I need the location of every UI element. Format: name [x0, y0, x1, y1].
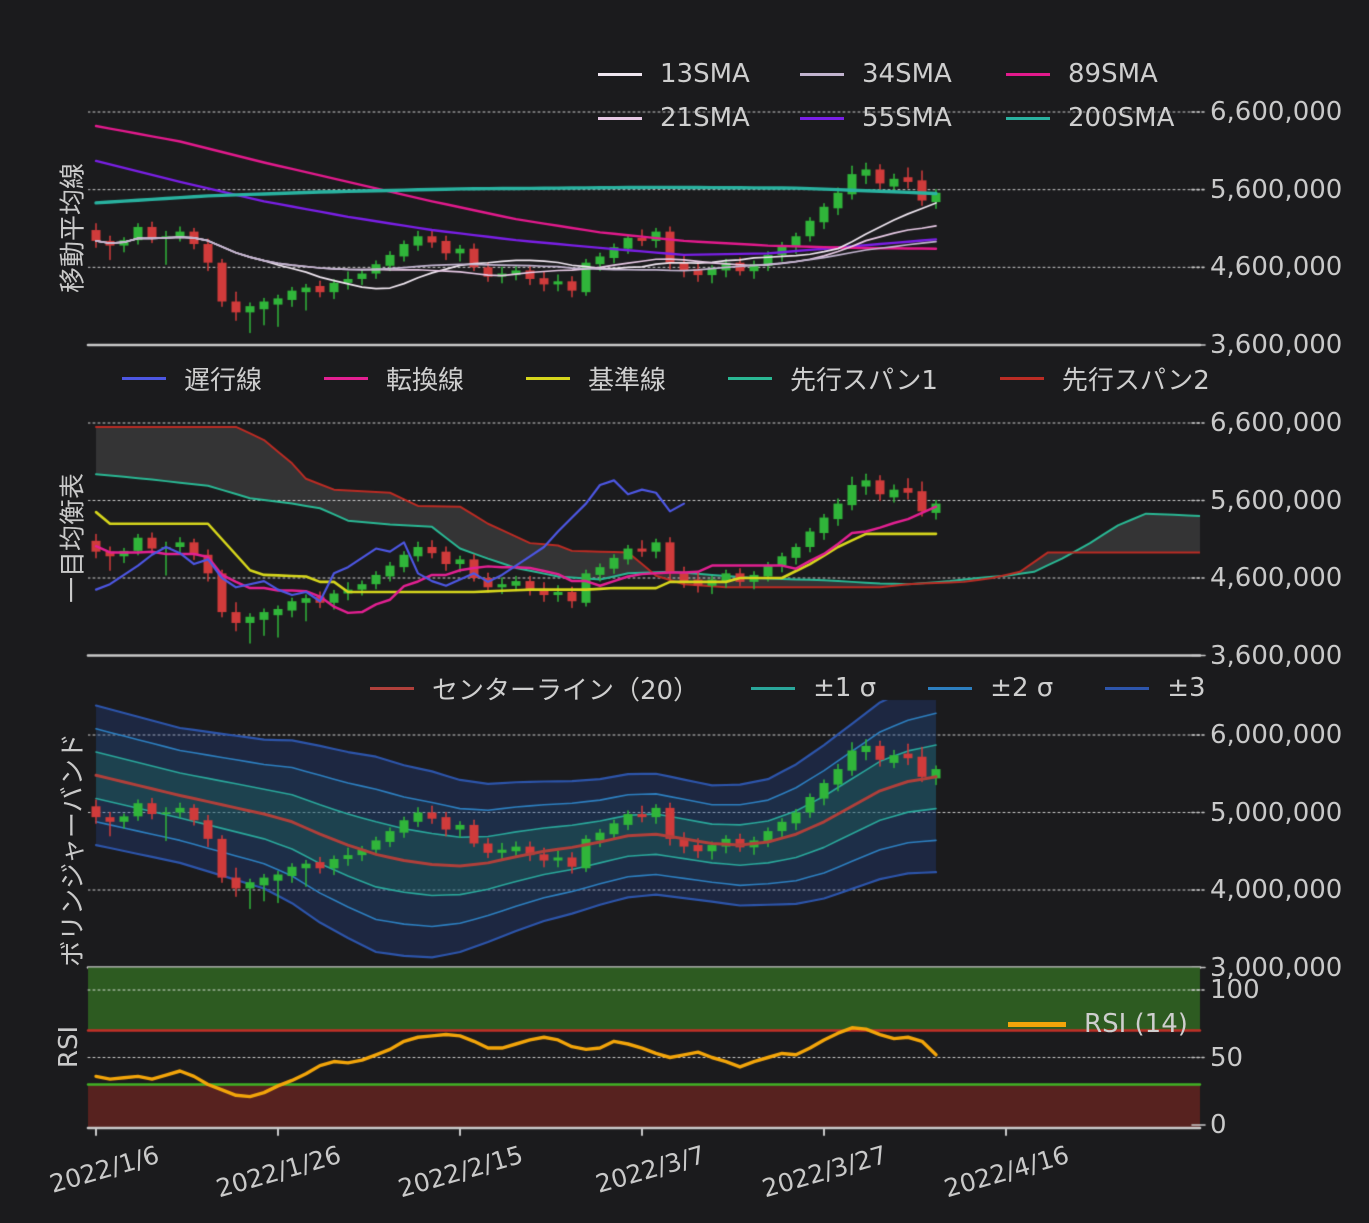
legend-bollinger: センターライン（20） ±1 σ ±2 σ ±3: [370, 670, 1206, 706]
legend-item-sma-2: 89SMA: [1006, 56, 1206, 92]
legend-label: 遅行線: [184, 365, 263, 396]
legend-ichimoku: 遅行線 転換線 基準線 先行スパン1 先行スパン2: [122, 360, 1210, 396]
y-tick-label: 3,000,000: [1210, 952, 1343, 983]
legend-item-ichimoku-2: 基準線: [526, 360, 666, 396]
legend-item-sma-5: 200SMA: [1006, 100, 1206, 136]
legend-item-bollinger-3: ±3: [1105, 670, 1206, 706]
y-tick-label: 4,600,000: [1210, 563, 1343, 593]
y-tick-label: 6,600,000: [1210, 97, 1343, 127]
y-tick-label: 100: [1210, 975, 1260, 1005]
legend-label: ±3: [1167, 673, 1206, 703]
legend-swatch-icon: [370, 686, 414, 690]
legend-item-rsi-0: RSI (14): [1008, 1006, 1188, 1042]
legend-label: 200SMA: [1068, 103, 1175, 133]
y-tick-label: 5,600,000: [1210, 485, 1343, 516]
legend-item-bollinger-1: ±1 σ: [751, 670, 876, 706]
legend-item-ichimoku-4: 先行スパン2: [999, 360, 1210, 396]
legend-label: 基準線: [588, 365, 667, 396]
legend-label: 転換線: [386, 365, 465, 396]
legend-label: ±1 σ: [813, 673, 877, 703]
legend-item-sma-0: 13SMA: [598, 56, 800, 92]
y-tick-label: 5,600,000: [1210, 174, 1343, 205]
legend-swatch-icon: [751, 686, 796, 690]
legend-label: 13SMA: [660, 59, 750, 89]
legend-item-sma-3: 21SMA: [598, 100, 800, 136]
legend-label: 先行スパン1: [790, 365, 938, 396]
y-tick-label: 4,600,000: [1210, 252, 1343, 283]
legend-swatch-icon: [800, 72, 844, 76]
y-tick-label: 50: [1210, 1042, 1244, 1073]
legend-item-ichimoku-1: 転換線: [324, 360, 464, 396]
legend-swatch-icon: [1006, 72, 1050, 76]
y-tick-label: 6,600,000: [1210, 408, 1343, 438]
y-tick-label: 5,000,000: [1210, 797, 1343, 828]
legend-label: 34SMA: [862, 59, 952, 89]
legend-item-bollinger-2: ±2 σ: [928, 670, 1053, 706]
panel-title-moving-averages: 移動平均線: [58, 162, 89, 294]
legend-label: 21SMA: [660, 103, 750, 133]
legend-swatch-icon: [999, 376, 1044, 380]
legend-label: 89SMA: [1068, 59, 1158, 89]
legend-swatch-icon: [928, 686, 973, 690]
legend-label: センターライン（20）: [432, 675, 700, 706]
panel-title-rsi: RSI: [54, 1025, 84, 1069]
legend-swatch-icon: [1006, 116, 1050, 120]
legend-swatch-icon: [598, 72, 642, 76]
legend-rsi: RSI (14): [1008, 1006, 1188, 1042]
legend-swatch-icon: [324, 376, 369, 380]
legend-swatch-icon: [1105, 686, 1150, 690]
panel-title-ichimoku: 一目均衡表: [58, 472, 89, 604]
legend-label: ±2 σ: [990, 673, 1054, 703]
y-tick-label: 3,600,000: [1210, 640, 1343, 671]
y-tick-label: 3,600,000: [1210, 330, 1343, 360]
legend-swatch-icon: [728, 376, 773, 380]
y-tick-label: 0: [1210, 1110, 1227, 1140]
legend-swatch-icon: [598, 116, 642, 120]
legend-item-ichimoku-0: 遅行線: [122, 360, 262, 396]
legend-swatch-icon: [1008, 1021, 1066, 1027]
y-tick-label: 4,000,000: [1210, 875, 1343, 905]
legend-moving-averages: 13SMA 34SMA 89SMA 21SMA 55SMA 200SMA: [598, 56, 1206, 136]
legend-label: RSI (14): [1084, 1009, 1188, 1039]
legend-item-sma-4: 55SMA: [800, 100, 1006, 136]
legend-item-ichimoku-3: 先行スパン1: [728, 360, 938, 396]
legend-item-bollinger-0: センターライン（20）: [370, 670, 699, 706]
panel-title-bollinger-bands: ボリンジャーバンド: [58, 733, 89, 967]
legend-swatch-icon: [526, 376, 571, 380]
legend-swatch-icon: [800, 116, 844, 120]
legend-swatch-icon: [122, 376, 166, 380]
legend-item-sma-1: 34SMA: [800, 56, 1006, 92]
legend-label: 先行スパン2: [1061, 365, 1210, 396]
y-tick-label: 6,000,000: [1210, 720, 1343, 750]
legend-label: 55SMA: [862, 103, 952, 133]
